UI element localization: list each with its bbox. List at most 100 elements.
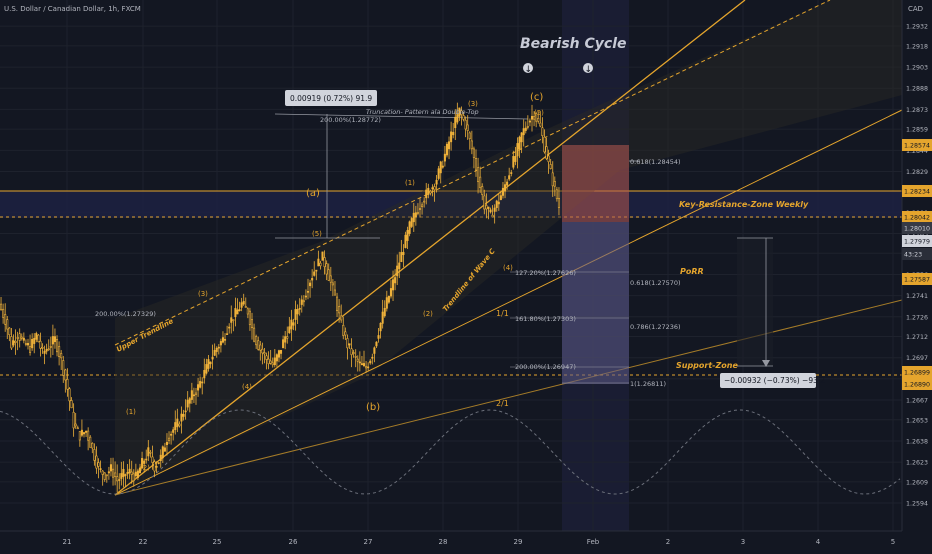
candle: [47, 339, 50, 352]
candle: [375, 341, 378, 348]
price-tag: [902, 273, 932, 285]
candle: [118, 473, 121, 490]
wave-3-a-label: (3): [198, 290, 208, 298]
candle: [8, 327, 11, 342]
candle: [26, 338, 30, 350]
candle: [358, 351, 361, 372]
candle: [472, 146, 475, 169]
candle: [280, 349, 283, 360]
candle: [423, 197, 426, 208]
ratio-1-1-label: 1/1: [496, 309, 509, 318]
fib-618b-label: 0.618(1.27570): [630, 279, 681, 287]
candle: [356, 355, 359, 372]
candle: [271, 357, 274, 368]
candle: [418, 198, 422, 218]
candle: [404, 231, 407, 249]
candle: [497, 194, 500, 211]
candle: [74, 412, 77, 429]
candle: [493, 204, 496, 224]
candle: [192, 387, 195, 403]
candle: [485, 193, 488, 219]
candle: [184, 399, 187, 420]
candle: [201, 377, 204, 395]
candle: [450, 121, 453, 151]
candle: [122, 461, 125, 488]
price-tick-label: 1.2667: [906, 398, 928, 405]
candle: [170, 431, 173, 445]
candle: [29, 334, 32, 356]
candle: [219, 338, 222, 353]
price-tag: [902, 185, 932, 197]
wave-a-label: (a): [306, 188, 320, 199]
candle: [149, 449, 152, 458]
wave-4-a-label: (4): [242, 383, 252, 391]
candle: [327, 263, 330, 281]
candle: [470, 130, 473, 155]
measure-up-tooltip: 0.00919 (0.72%) 91.9: [285, 90, 377, 106]
candle: [306, 278, 310, 300]
candle: [346, 334, 349, 360]
candle: [145, 449, 148, 464]
down-arrow-icon: ↓: [523, 63, 533, 75]
svg-text:0.00919 (0.72%) 91.9: 0.00919 (0.72%) 91.9: [290, 94, 372, 103]
price-tick-label: 1.2638: [906, 438, 928, 445]
candle: [385, 290, 388, 312]
wave-4-b-label: (4): [503, 264, 513, 272]
price-tick-label: 1.2712: [906, 334, 928, 341]
candle: [414, 205, 417, 226]
candle: [452, 122, 455, 139]
fib-200-left-label: 200.00%(1.27329): [95, 310, 156, 318]
candle: [211, 344, 214, 370]
price-tick-label: 1.2653: [906, 417, 928, 424]
candle: [95, 446, 98, 474]
candle: [537, 111, 540, 124]
wave-2-b-label: (2): [423, 310, 433, 318]
ratio-2-1-label: 2/1: [496, 399, 509, 408]
candle: [545, 137, 548, 161]
price-tag: [902, 366, 932, 378]
trendline-wave-c: [114, 0, 746, 496]
target-zone-box: [562, 222, 629, 384]
candle: [479, 166, 482, 193]
wave-channel-fill: [115, 0, 902, 495]
candle: [120, 461, 123, 486]
price-tick-label: 1.2829: [906, 169, 928, 176]
candle: [336, 292, 339, 318]
candle: [535, 111, 538, 128]
candle: [501, 181, 504, 199]
candle: [520, 132, 523, 154]
candle: [435, 175, 438, 193]
candle: [130, 460, 133, 484]
candle: [188, 396, 191, 413]
price-tag-label: 1.26890: [904, 382, 930, 389]
time-tick-label: 28: [439, 538, 448, 546]
candle: [250, 312, 254, 340]
time-axis-panel[interactable]: [0, 531, 932, 550]
candle: [408, 220, 411, 237]
candle: [412, 202, 415, 232]
price-tag: [902, 235, 932, 247]
candle: [369, 358, 372, 365]
candle: [340, 304, 343, 323]
upper-trendline: [114, 0, 831, 346]
candle: [458, 107, 461, 121]
candle: [168, 431, 171, 445]
candle: [246, 307, 249, 319]
candle: [539, 111, 542, 128]
candle: [402, 244, 405, 268]
candle: [506, 178, 509, 190]
time-tick-label: 22: [139, 538, 148, 546]
candle: [421, 202, 424, 215]
candle: [267, 351, 270, 370]
candle: [85, 430, 88, 437]
candle: [20, 333, 23, 341]
candle: [51, 324, 54, 355]
time-tick-label: 3: [741, 538, 745, 546]
candle: [259, 341, 262, 361]
candle: [190, 382, 193, 404]
svg-text:−0.00932 (−0.73%) −93.2: −0.00932 (−0.73%) −93.2: [724, 376, 825, 385]
candle: [387, 295, 390, 304]
